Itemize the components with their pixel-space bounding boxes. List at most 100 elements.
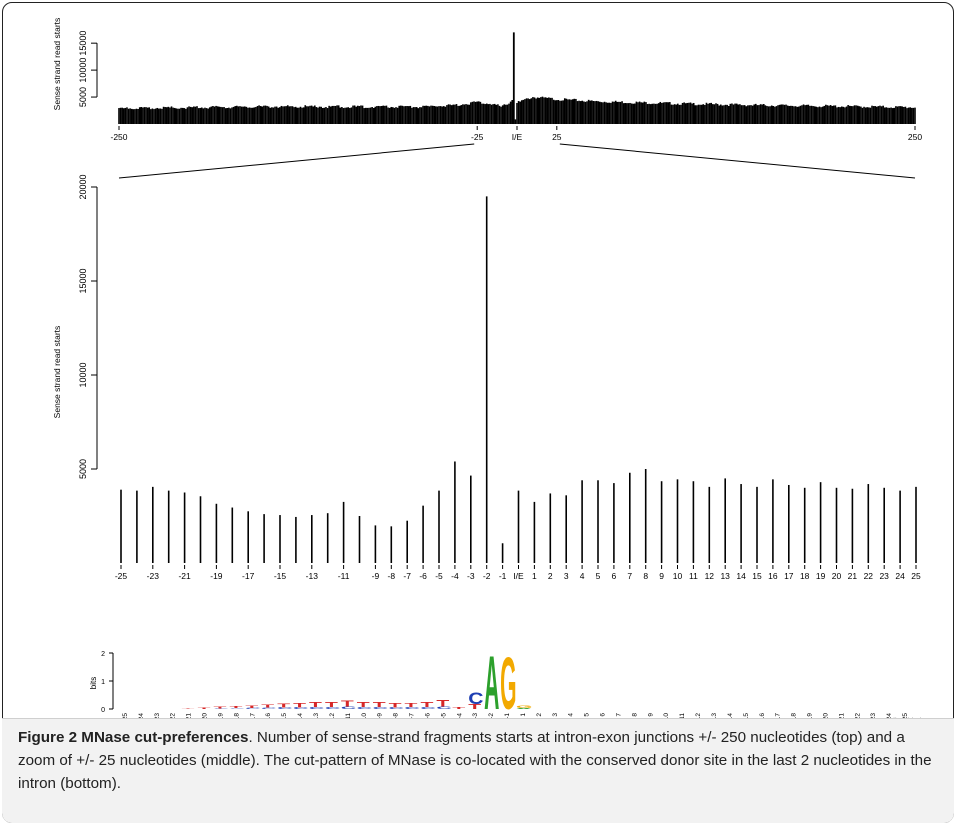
top-y-tick-label: 10000	[78, 58, 88, 83]
logo-position-label: 19	[807, 713, 814, 718]
logo-position-label: 17	[775, 713, 782, 718]
mid-x-tick-label: -11	[338, 571, 350, 581]
logo-y-tick-label: 1	[101, 679, 105, 686]
logo-letter: C	[293, 707, 308, 710]
zoom-guide-left	[118, 143, 475, 179]
mid-x-tick-label: -6	[419, 571, 427, 581]
mid-x-tick-label: I/E	[513, 571, 524, 581]
mid-x-tick-label: 11	[689, 571, 698, 581]
logo-letter: C	[277, 707, 292, 710]
mid-x-tick-label: 10	[673, 571, 683, 581]
logo-position-label: 20	[822, 713, 829, 718]
mid-x-tick-label: 22	[864, 571, 874, 581]
mid-x-tick-label: 5	[596, 571, 601, 581]
mid-y-tick-label: 5000	[78, 459, 88, 479]
top-panel: 5000 10000 15000 Sense strand read starts -2…	[52, 18, 922, 142]
mid-x-tick-label: -21	[178, 571, 191, 581]
logo-position-label: 23	[870, 713, 877, 718]
logo-credit: weblogo.berkeley.edu	[889, 717, 923, 718]
top-x-tick-label: -25	[471, 132, 484, 142]
mid-x-tick-label: -3	[467, 571, 475, 581]
logo-position-label: -4	[456, 713, 463, 718]
logo-letter: T	[357, 700, 370, 708]
logo-position-label: 4	[568, 713, 575, 717]
logo-letter: C	[357, 706, 372, 710]
mid-x-tick-label: -9	[372, 571, 380, 581]
logo-letter: T	[341, 699, 354, 709]
logo-letter: C	[436, 706, 451, 710]
caption-text: . Number of sense-strand fragments start…	[18, 729, 932, 792]
logo-letter: C	[341, 706, 356, 710]
zoom-guide-right	[559, 143, 916, 179]
mid-x-tick-label: 18	[800, 571, 810, 581]
mid-x-tick-label: -23	[147, 571, 160, 581]
mid-x-tick-label: 3	[564, 571, 569, 581]
logo-letter: T	[198, 708, 211, 710]
logo-letter: G	[500, 642, 516, 718]
mid-y-tick-label: 10000	[78, 362, 88, 387]
logo-position-label: 5	[584, 713, 591, 717]
logo-position-label: -23	[154, 713, 161, 718]
top-x-tick-label: I/E	[512, 132, 523, 142]
logo-letter: T	[373, 701, 386, 709]
logo-letter: T	[420, 700, 433, 708]
logo-position-label: 8	[631, 713, 638, 717]
logo-letter: C	[405, 707, 420, 710]
logo-position-label: -8	[393, 713, 400, 718]
logo-position-label: 15	[743, 713, 750, 718]
logo-position-label: 22	[854, 713, 861, 718]
logo-position-label: 16	[759, 713, 766, 718]
logo-position-label: 7	[615, 713, 622, 717]
logo-position-label: -6	[424, 713, 431, 718]
logo-letter: C	[214, 708, 230, 709]
mid-x-tick-label: 1	[532, 571, 537, 581]
zoom-guides	[118, 143, 916, 179]
mid-x-tick-label: 16	[768, 571, 778, 581]
logo-position-label: 13	[711, 713, 718, 718]
mid-x-tick-label: -17	[242, 571, 255, 581]
mid-x-tick-label: -7	[403, 571, 411, 581]
logo-position-label: -10	[361, 713, 368, 718]
logo-position-label: 2	[536, 713, 543, 717]
mid-x-tick-label: 20	[832, 571, 842, 581]
logo-position-label: -17	[249, 713, 256, 718]
mid-x-tick-label: 15	[752, 571, 762, 581]
logo-position-label: 3	[552, 713, 559, 717]
figure-caption: Figure 2 MNase cut-preferences. Number o…	[18, 726, 938, 795]
top-x-tick-label: -250	[110, 132, 127, 142]
logo-position-label: -20	[202, 713, 209, 718]
mid-x-tick-label: 8	[643, 571, 648, 581]
logo-position-label: -9	[377, 713, 384, 718]
logo-letter: G	[516, 705, 532, 709]
mid-x-tick-label: 14	[736, 571, 746, 581]
logo-letter: C	[420, 706, 435, 710]
logo-letter: T	[325, 700, 338, 708]
logo-position-label: 14	[727, 713, 734, 718]
logo-letter: C	[245, 708, 261, 710]
mid-x-tick-label: 4	[580, 571, 585, 581]
logo-letter: C	[325, 706, 340, 710]
logo-letter: T	[405, 702, 419, 708]
mid-x-tick-label: -4	[451, 571, 459, 581]
logo-letter: C	[229, 708, 245, 709]
mid-x-tick-label: 13	[720, 571, 730, 581]
logo-letter: C	[373, 707, 388, 710]
logo-letter: A	[516, 708, 532, 710]
logo-position-label: 12	[695, 713, 702, 718]
mid-x-tick-label: 21	[848, 571, 858, 581]
logo-position-label: 1	[520, 713, 527, 717]
mid-x-tick-label: -19	[210, 571, 223, 581]
logo-position-label: 11	[679, 713, 686, 718]
logo-position-label: -22	[170, 713, 177, 718]
logo-letter: T	[309, 701, 322, 709]
mid-x-tick-label: 9	[659, 571, 664, 581]
logo-letter: T	[436, 698, 449, 708]
top-x-tick-label: 250	[908, 132, 922, 142]
logo-position-label: -15	[281, 713, 288, 718]
logo-y-tick-label: 0	[101, 707, 105, 714]
mid-x-tick-label: -25	[115, 571, 128, 581]
logo-position-label: 25	[902, 713, 909, 718]
logo-letter: T	[293, 702, 307, 709]
